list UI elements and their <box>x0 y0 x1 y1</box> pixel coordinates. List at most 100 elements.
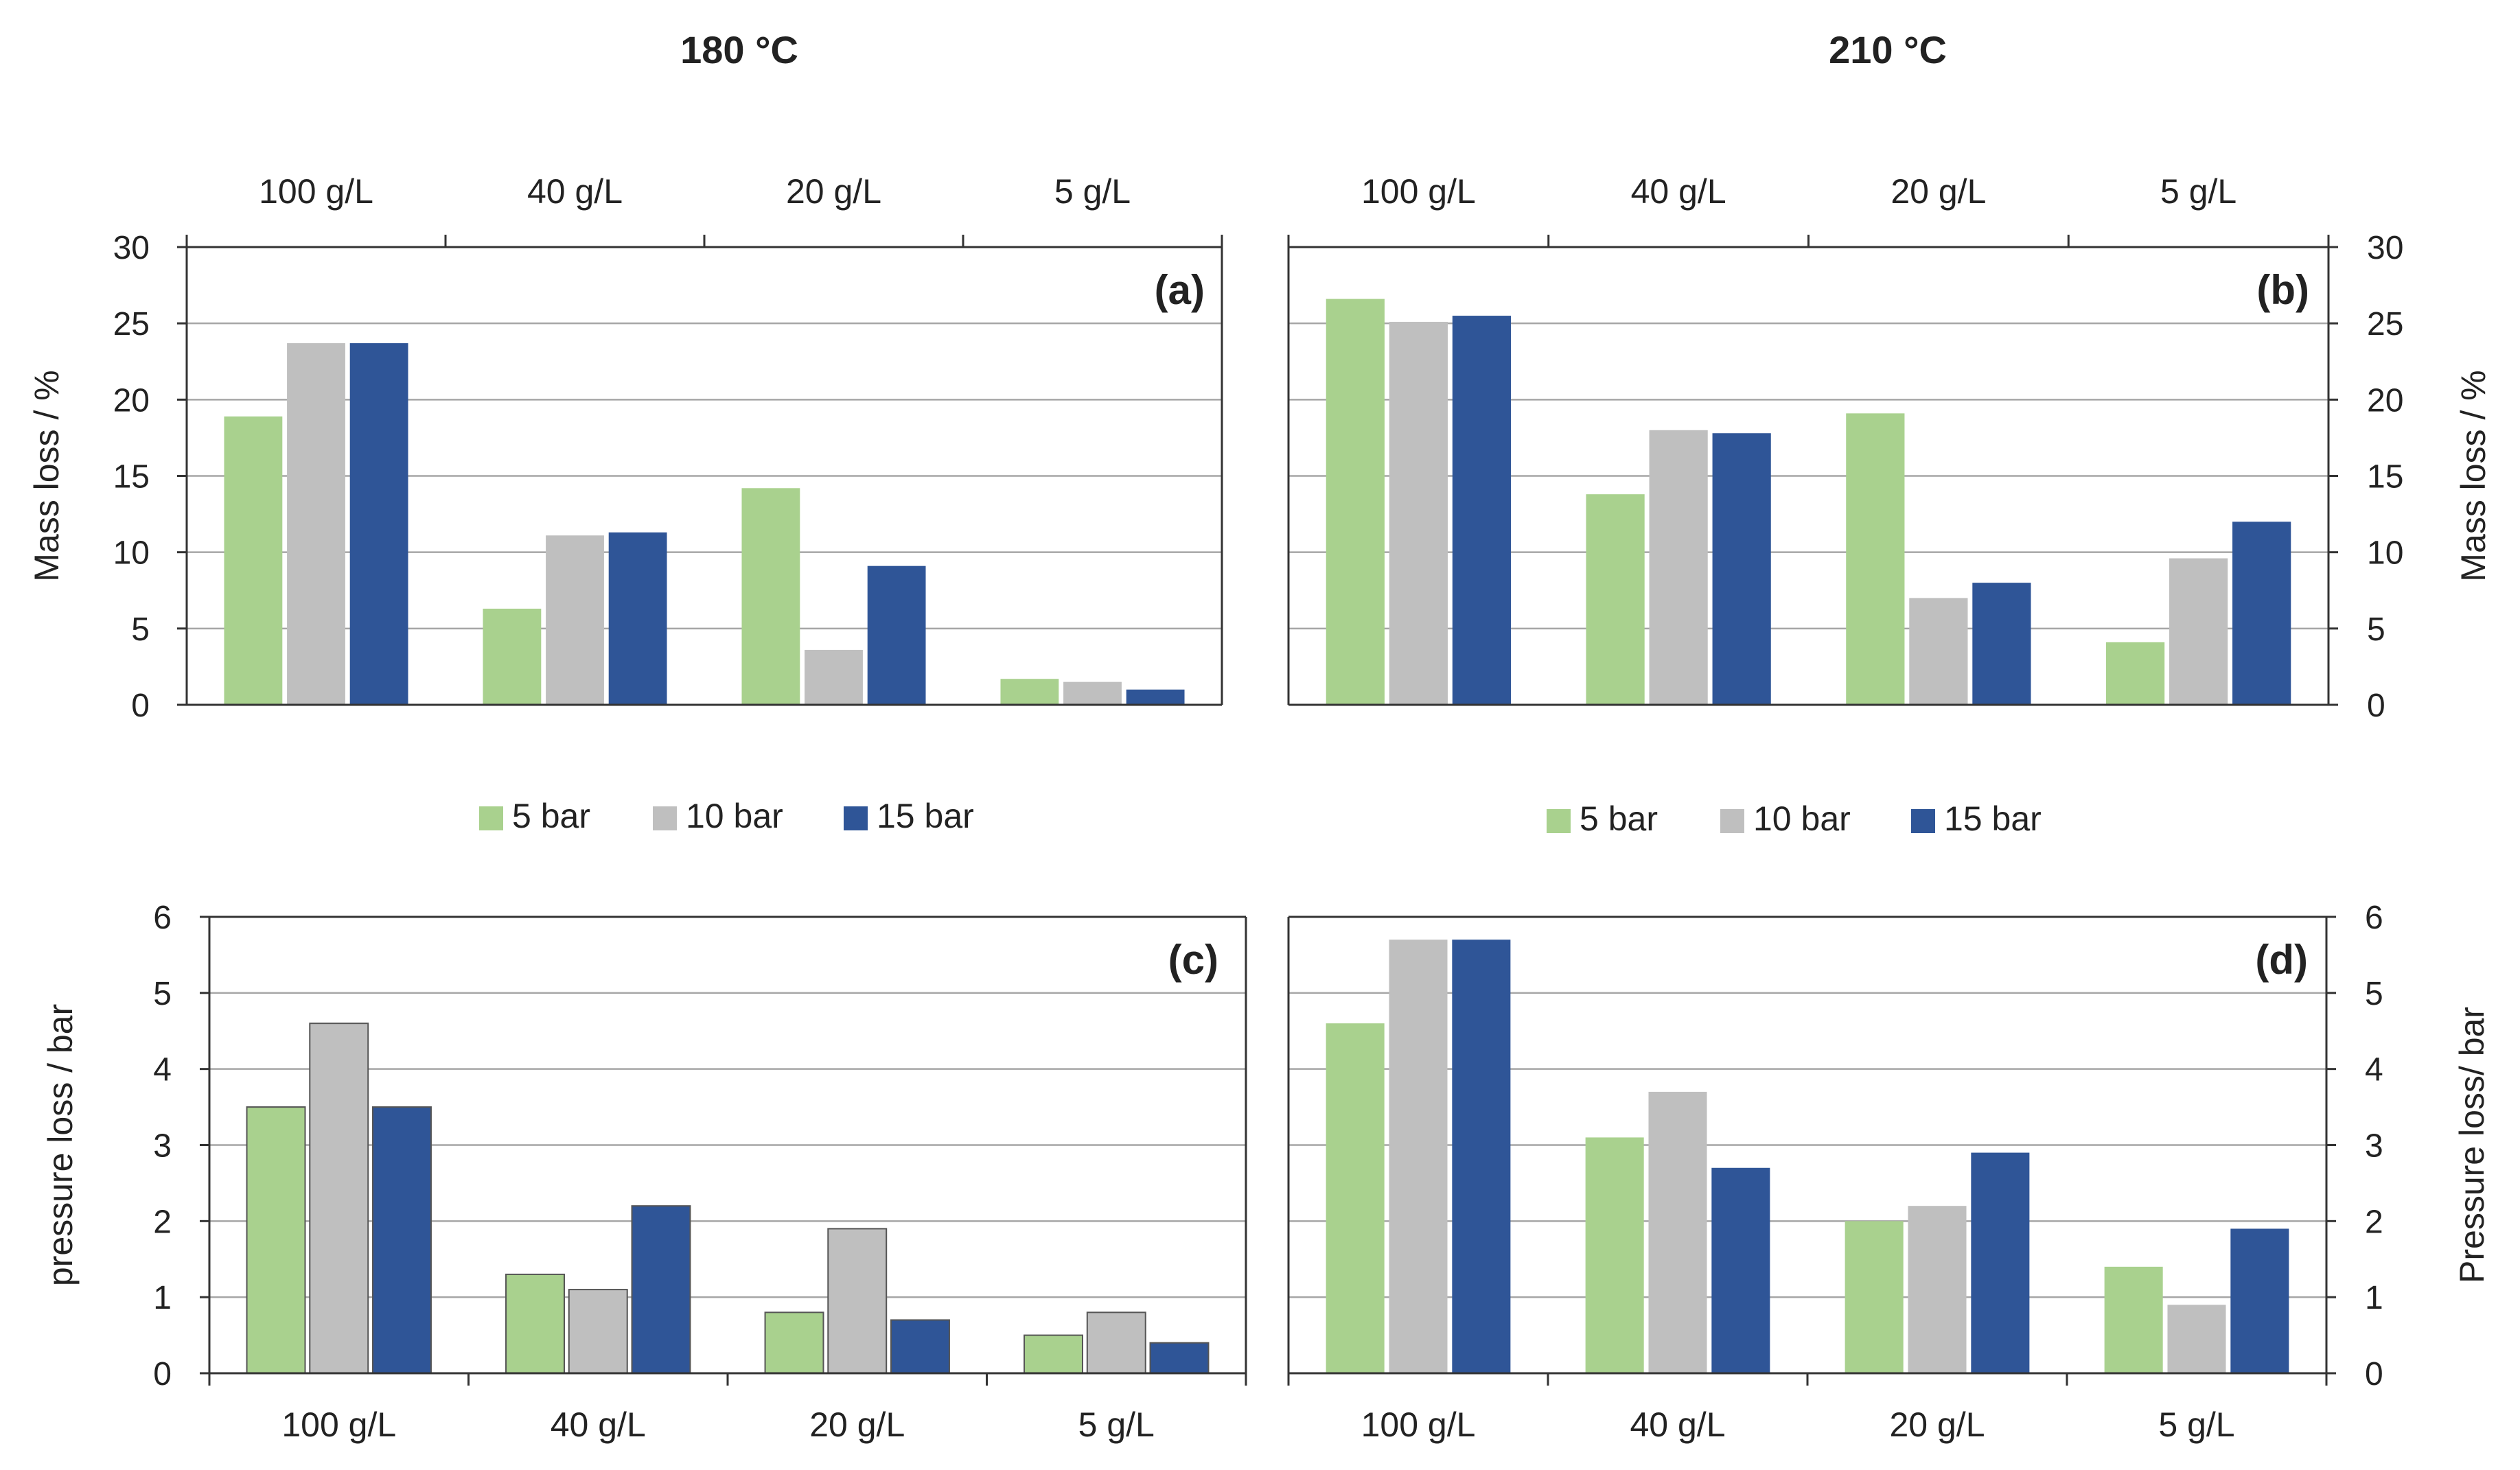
bar-5-bar <box>224 416 283 705</box>
y-tick-label: 30 <box>113 230 150 266</box>
bar-15-bar <box>1972 583 2031 705</box>
category-label: 40 g/L <box>1631 172 1726 211</box>
legend-swatch <box>653 806 677 830</box>
y-tick-label: 0 <box>2365 1356 2383 1392</box>
bar-10-bar <box>827 1228 888 1374</box>
y-tick-label: 3 <box>153 1128 172 1165</box>
bar-5-bar <box>246 1106 306 1375</box>
bar-5-bar <box>1024 1334 1083 1375</box>
y-tick-label: 15 <box>2367 459 2403 495</box>
bar-15-bar <box>2230 1228 2289 1373</box>
bar-5-bar <box>2104 1266 2163 1373</box>
bar-10-bar <box>568 1289 628 1375</box>
category-label: 5 g/L <box>1078 1405 1155 1444</box>
panel-label: (b) <box>2256 267 2309 313</box>
bar-10-bar <box>1086 1311 1146 1375</box>
category-label: 100 g/L <box>259 172 373 211</box>
legend-swatch <box>479 806 503 830</box>
y-tick-label: 5 <box>131 611 150 648</box>
bar-15-bar <box>372 1106 432 1375</box>
chart-panel-d: 0 1 2 3 4 5 6 100 g/L 40 g/L 20 g/L 5 g/L Pressure … <box>1287 900 2491 1444</box>
bar-15-bar <box>349 343 408 705</box>
bar-10-bar <box>1908 1206 1967 1373</box>
y-tick-label: 4 <box>153 1052 172 1088</box>
category-label: 20 g/L <box>786 172 881 211</box>
y-tick-label: 0 <box>153 1356 172 1392</box>
bar-5-bar <box>764 1311 824 1375</box>
column-title-180: 180 °C <box>680 28 798 71</box>
category-label: 5 g/L <box>1054 172 1131 211</box>
category-label: 40 g/L <box>1630 1405 1725 1444</box>
column-title-210: 210 °C <box>1829 28 1947 71</box>
chart-panel-c: 0 1 2 3 4 5 6 100 g/L 40 g/L 20 g/L 5 g/L pressure … <box>41 900 1247 1444</box>
bar-15-bar <box>1711 1167 1770 1373</box>
bar-5-bar <box>1326 1023 1385 1373</box>
bar-10-bar <box>287 343 345 705</box>
category-label: 100 g/L <box>281 1405 396 1444</box>
y-tick-label: 1 <box>153 1280 172 1316</box>
bar-5-bar <box>483 608 542 705</box>
legend-label: 5 bar <box>1580 800 1658 838</box>
bar-15-bar <box>1452 940 1511 1373</box>
category-label: 40 g/L <box>551 1405 646 1444</box>
bar-15-bar <box>608 532 667 705</box>
legend-swatch <box>1720 809 1744 833</box>
legend-swatch <box>1547 809 1571 833</box>
legend-label: 15 bar <box>877 797 974 835</box>
bar-10-bar <box>1389 940 1448 1373</box>
legend-top-row: 5 bar 10 bar 15 bar <box>479 797 974 835</box>
category-label: 20 g/L <box>1889 1405 1985 1444</box>
bar-5-bar <box>2105 642 2165 705</box>
chart-panel-a: 0 5 10 15 20 25 30 100 g/L 40 g/L 20 g/L 5 g/L Mass… <box>27 172 1223 724</box>
legend-swatch <box>1911 809 1935 833</box>
category-label: 20 g/L <box>809 1405 905 1444</box>
category-label: 20 g/L <box>1891 172 1986 211</box>
y-tick-label: 20 <box>2367 382 2403 419</box>
legend-label: 15 bar <box>1944 800 2042 838</box>
bar-5-bar <box>1326 299 1385 705</box>
y-tick-label: 30 <box>2367 230 2403 266</box>
bar-10-bar <box>2169 558 2228 705</box>
y-axis-label: Pressure loss/ bar <box>2453 1007 2491 1283</box>
bar-10-bar <box>805 649 863 705</box>
bar-10-bar <box>1649 430 1708 705</box>
y-tick-label: 20 <box>113 382 150 419</box>
y-tick-label: 1 <box>2365 1280 2383 1316</box>
y-axis-label: Mass loss / % <box>27 370 66 581</box>
panel-label: (d) <box>2255 937 2308 983</box>
bar-15-bar <box>1126 689 1185 705</box>
bar-5-bar <box>1585 1137 1644 1373</box>
bar-15-bar <box>631 1205 691 1374</box>
bar-15-bar <box>1712 433 1771 705</box>
y-tick-label: 10 <box>2367 535 2403 572</box>
y-tick-label: 6 <box>153 900 172 936</box>
y-tick-label: 25 <box>113 306 150 342</box>
y-tick-label: 0 <box>131 688 150 724</box>
bar-10-bar <box>1063 681 1122 705</box>
bar-15-bar <box>1452 316 1512 705</box>
y-axis-label: pressure loss / bar <box>41 1004 80 1286</box>
y-tick-label: 2 <box>2365 1204 2383 1240</box>
category-label: 100 g/L <box>1361 1405 1476 1444</box>
bar-15-bar <box>2232 522 2291 705</box>
category-label: 100 g/L <box>1361 172 1476 211</box>
bar-15-bar <box>1149 1342 1210 1374</box>
y-tick-label: 2 <box>153 1204 172 1240</box>
y-tick-label: 15 <box>113 459 150 495</box>
y-tick-label: 3 <box>2365 1128 2383 1165</box>
bar-10-bar <box>1648 1091 1707 1373</box>
y-tick-label: 6 <box>2365 900 2383 936</box>
bar-10-bar <box>1909 598 1968 705</box>
category-label: 5 g/L <box>2158 1405 2234 1444</box>
bar-5-bar <box>1846 413 1905 705</box>
y-tick-label: 5 <box>2367 611 2385 648</box>
y-tick-label: 0 <box>2367 688 2385 724</box>
y-tick-label: 25 <box>2367 306 2403 342</box>
category-label: 5 g/L <box>2160 172 2236 211</box>
bar-10-bar <box>1389 321 1448 705</box>
bar-15-bar <box>1971 1152 2030 1373</box>
legend-label: 10 bar <box>1753 800 1851 838</box>
y-tick-label: 4 <box>2365 1052 2383 1088</box>
chart-panel-b: 0 5 10 15 20 25 30 100 g/L 40 g/L 20 g/L 5 g/L Mass… <box>1287 172 2493 724</box>
